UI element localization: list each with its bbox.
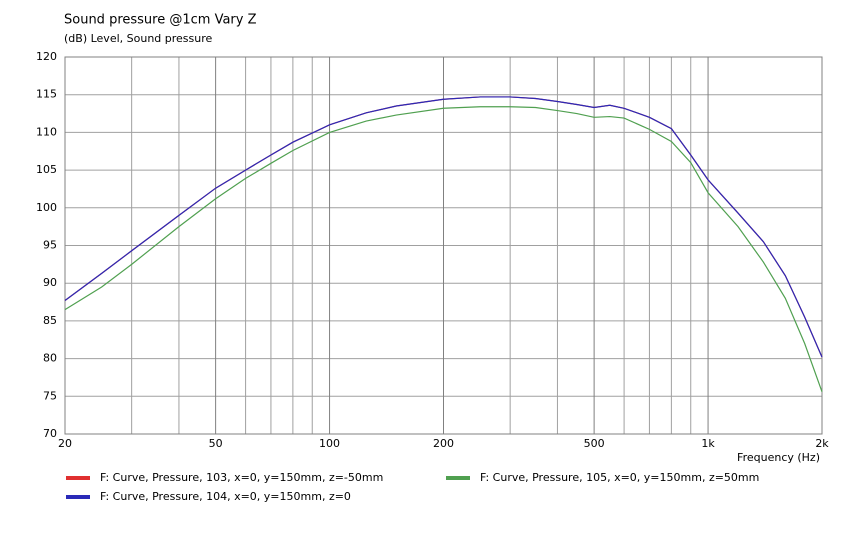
chart-title: Sound pressure @1cm Vary Z bbox=[64, 13, 257, 28]
x-tick-label: 20 bbox=[58, 437, 72, 450]
legend-label: F: Curve, Pressure, 104, x=0, y=150mm, z… bbox=[100, 490, 351, 503]
chart-subtitle: (dB) Level, Sound pressure bbox=[64, 32, 213, 45]
y-tick-label: 90 bbox=[43, 276, 57, 289]
y-tick-label: 115 bbox=[36, 88, 57, 101]
x-tick-label: 50 bbox=[209, 437, 223, 450]
y-tick-label: 75 bbox=[43, 389, 57, 402]
legend-label: F: Curve, Pressure, 103, x=0, y=150mm, z… bbox=[100, 471, 383, 484]
legend-label: F: Curve, Pressure, 105, x=0, y=150mm, z… bbox=[480, 471, 759, 484]
y-tick-label: 120 bbox=[36, 50, 57, 63]
y-tick-label: 105 bbox=[36, 163, 57, 176]
y-tick-label: 70 bbox=[43, 427, 57, 440]
y-tick-label: 110 bbox=[36, 125, 57, 138]
x-axis-label: Frequency (Hz) bbox=[737, 451, 820, 464]
y-tick-label: 85 bbox=[43, 314, 57, 327]
plot-frame bbox=[64, 56, 823, 435]
series-line bbox=[64, 96, 823, 358]
series-line bbox=[64, 106, 823, 392]
x-tick-label: 1k bbox=[701, 437, 715, 450]
y-tick-label: 95 bbox=[43, 239, 57, 252]
x-tick-label: 2k bbox=[815, 437, 829, 450]
x-tick-label: 200 bbox=[433, 437, 454, 450]
y-tick-label: 100 bbox=[36, 201, 57, 214]
y-tick-label: 80 bbox=[43, 352, 57, 365]
x-tick-label: 100 bbox=[319, 437, 340, 450]
x-tick-label: 500 bbox=[584, 437, 605, 450]
